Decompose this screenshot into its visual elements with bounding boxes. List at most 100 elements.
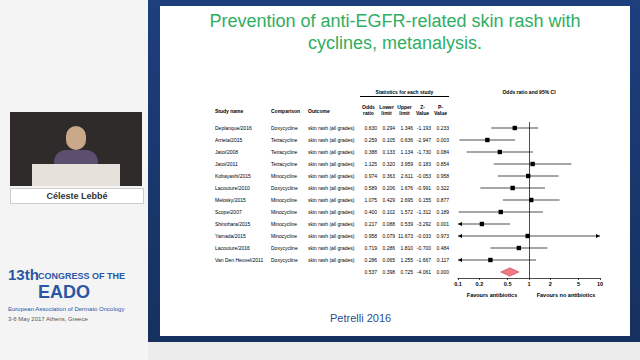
html-text:0.854: 0.854 bbox=[436, 161, 449, 167]
html-text:0.003: 0.003 bbox=[436, 137, 449, 143]
html-text:1.125: 1.125 bbox=[364, 161, 377, 167]
html-text:Melosky/2015: Melosky/2015 bbox=[215, 197, 246, 203]
html-text:Scope/2007: Scope/2007 bbox=[215, 209, 242, 215]
html-text:0.958: 0.958 bbox=[436, 173, 449, 179]
html-text:0.320: 0.320 bbox=[382, 161, 395, 167]
html-text:-3.292: -3.292 bbox=[416, 221, 431, 227]
html-text:Odds ratio and 95% CI: Odds ratio and 95% CI bbox=[502, 89, 556, 95]
html-text:P-Value: P-Value bbox=[434, 104, 447, 116]
html-text:Tetracycline: Tetracycline bbox=[271, 137, 298, 143]
html-text:-0.053: -0.053 bbox=[416, 173, 431, 179]
svg-text:1: 1 bbox=[527, 281, 530, 287]
html-text:EADO: EADO bbox=[38, 282, 90, 302]
html-text:0.322: 0.322 bbox=[436, 185, 449, 191]
svg-text:2: 2 bbox=[549, 281, 552, 287]
html-text:-1.193: -1.193 bbox=[416, 125, 431, 131]
html-text:0.974: 0.974 bbox=[364, 173, 377, 179]
html-text:Deplanque/2016: Deplanque/2016 bbox=[215, 125, 252, 131]
html-text:0.133: 0.133 bbox=[382, 149, 395, 155]
html-text:European Association of Dermat: European Association of Dermato Oncology bbox=[8, 306, 125, 312]
html-text:skin rash (all grades): skin rash (all grades) bbox=[308, 185, 355, 191]
html-text:Kobayashi/2015: Kobayashi/2015 bbox=[215, 173, 251, 179]
html-text:1.134: 1.134 bbox=[400, 149, 413, 155]
html-text:0.155: 0.155 bbox=[418, 197, 431, 203]
html-text:Minocycline: Minocycline bbox=[271, 221, 298, 227]
html-text:skin rash (all grades): skin rash (all grades) bbox=[308, 233, 355, 239]
html-text:Shinohara/2015: Shinohara/2015 bbox=[215, 221, 251, 227]
html-text:skin rash (all grades): skin rash (all grades) bbox=[308, 125, 355, 131]
html-text:Petrelli 2016: Petrelli 2016 bbox=[330, 312, 392, 324]
html-text:Jatoi/2011: Jatoi/2011 bbox=[215, 161, 238, 167]
html-text:Prevention of anti-EGFR-relate: Prevention of anti-EGFR-related skin ras… bbox=[209, 11, 581, 53]
svg-text:0.5: 0.5 bbox=[504, 281, 512, 287]
html-text:skin rash (all grades): skin rash (all grades) bbox=[308, 197, 355, 203]
html-text:0.294: 0.294 bbox=[382, 125, 395, 131]
html-text:0.636: 0.636 bbox=[400, 137, 413, 143]
html-text:0.102: 0.102 bbox=[382, 209, 395, 215]
svg-text:10: 10 bbox=[597, 281, 603, 287]
html-text:0.105: 0.105 bbox=[382, 137, 395, 143]
html-text:0.233: 0.233 bbox=[436, 125, 449, 131]
svg-text:0.1: 0.1 bbox=[454, 281, 462, 287]
html-text:0.084: 0.084 bbox=[436, 149, 449, 155]
html-text:Doxycycline: Doxycycline bbox=[271, 125, 298, 131]
html-text:Yamada/2015: Yamada/2015 bbox=[215, 233, 246, 239]
html-text:0.217: 0.217 bbox=[364, 221, 377, 227]
html-text:Minocycline: Minocycline bbox=[271, 233, 298, 239]
html-text:Jatoi/2008: Jatoi/2008 bbox=[215, 149, 239, 155]
html-text:Odds ratio: Odds ratio bbox=[362, 104, 375, 116]
html-text:-1.312: -1.312 bbox=[416, 209, 431, 215]
html-text:Minocycline: Minocycline bbox=[271, 197, 298, 203]
html-text:0.001: 0.001 bbox=[436, 221, 449, 227]
html-text:skin rash (all grades): skin rash (all grades) bbox=[308, 161, 355, 167]
html-text:0.429: 0.429 bbox=[382, 197, 395, 203]
html-text:3-6 May 2017 Athens, Greece: 3-6 May 2017 Athens, Greece bbox=[8, 316, 88, 322]
html-text:skin rash (all grades): skin rash (all grades) bbox=[308, 173, 355, 179]
html-text:0.183: 0.183 bbox=[418, 161, 431, 167]
html-text:Outcome: Outcome bbox=[308, 108, 330, 114]
html-text:skin rash (all grades): skin rash (all grades) bbox=[308, 149, 355, 155]
html-text:0.259: 0.259 bbox=[364, 137, 377, 143]
html-text:-2.947: -2.947 bbox=[416, 137, 431, 143]
html-text:0.589: 0.589 bbox=[364, 185, 377, 191]
html-text:0.400: 0.400 bbox=[364, 209, 377, 215]
html-text:0.388: 0.388 bbox=[364, 149, 377, 155]
html-text:-1.730: -1.730 bbox=[416, 149, 431, 155]
html-text:Tetracycline: Tetracycline bbox=[271, 149, 298, 155]
html-text:1.676: 1.676 bbox=[400, 185, 413, 191]
svg-text:0.2: 0.2 bbox=[476, 281, 484, 287]
html-text:0.189: 0.189 bbox=[436, 209, 449, 215]
html-text:13thCONGRESS OF THE: 13thCONGRESS OF THE bbox=[8, 266, 125, 283]
html-text:1.075: 1.075 bbox=[364, 197, 377, 203]
html-text:Minocycline: Minocycline bbox=[271, 173, 298, 179]
svg-text:5: 5 bbox=[577, 281, 580, 287]
html-text:Statistics for each study: Statistics for each study bbox=[375, 89, 434, 95]
html-text:0.958: 0.958 bbox=[364, 233, 377, 239]
html-text:0.539: 0.539 bbox=[400, 221, 413, 227]
html-text:0.630: 0.630 bbox=[364, 125, 377, 131]
html-text:skin rash (all grades): skin rash (all grades) bbox=[308, 137, 355, 143]
html-text:0.206: 0.206 bbox=[382, 185, 395, 191]
html-text:Lacouture/2010: Lacouture/2010 bbox=[215, 185, 250, 191]
html-text:skin rash (all grades): skin rash (all grades) bbox=[308, 209, 355, 215]
html-text:Comparison: Comparison bbox=[271, 108, 301, 114]
html-text:1.346: 1.346 bbox=[400, 125, 413, 131]
html-text:Z-Value: Z-Value bbox=[416, 104, 429, 116]
html-text:Doxycycline: Doxycycline bbox=[271, 185, 298, 191]
html-text:3.959: 3.959 bbox=[400, 161, 413, 167]
html-text:0.877: 0.877 bbox=[436, 197, 449, 203]
html-text:skin rash (all grades): skin rash (all grades) bbox=[308, 221, 355, 227]
html-text:-0.991: -0.991 bbox=[416, 185, 431, 191]
html-text:2.611: 2.611 bbox=[400, 173, 413, 179]
html-text:2.695: 2.695 bbox=[400, 197, 413, 203]
html-text:Lower limit: Lower limit bbox=[379, 104, 394, 116]
html-text:1.572: 1.572 bbox=[400, 209, 413, 215]
html-text:Minocycline: Minocycline bbox=[271, 209, 298, 215]
html-text:0.088: 0.088 bbox=[382, 221, 395, 227]
html-text:0.363: 0.363 bbox=[382, 173, 395, 179]
html-text:Céleste Lebbé: Céleste Lebbé bbox=[46, 191, 108, 201]
html-text:Tetracycline: Tetracycline bbox=[271, 161, 298, 167]
html-text:Study name: Study name bbox=[215, 108, 244, 114]
html-text:Arrieta/2015: Arrieta/2015 bbox=[215, 137, 243, 143]
html-text:Upper limit: Upper limit bbox=[397, 104, 412, 116]
